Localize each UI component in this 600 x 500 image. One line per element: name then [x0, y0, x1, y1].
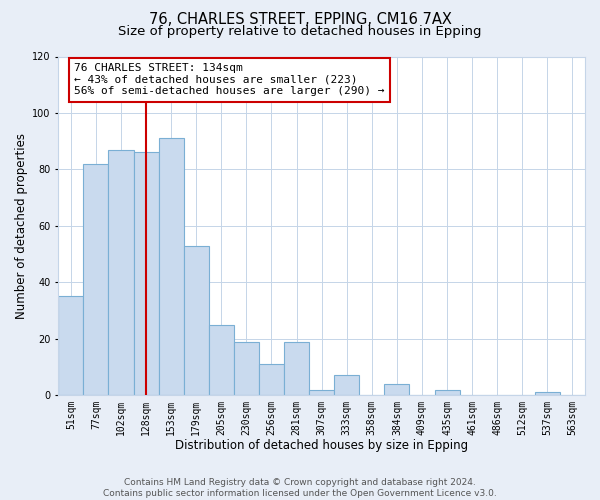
- Bar: [234, 342, 259, 395]
- X-axis label: Distribution of detached houses by size in Epping: Distribution of detached houses by size …: [175, 440, 468, 452]
- Bar: [434, 390, 460, 395]
- Bar: [158, 138, 184, 395]
- Bar: [309, 390, 334, 395]
- Bar: [385, 384, 409, 395]
- Bar: [134, 152, 158, 395]
- Bar: [334, 376, 359, 395]
- Bar: [259, 364, 284, 395]
- Bar: [109, 150, 134, 395]
- Bar: [284, 342, 309, 395]
- Bar: [58, 296, 83, 395]
- Bar: [184, 246, 209, 395]
- Bar: [83, 164, 109, 395]
- Text: 76, CHARLES STREET, EPPING, CM16 7AX: 76, CHARLES STREET, EPPING, CM16 7AX: [149, 12, 451, 28]
- Bar: [535, 392, 560, 395]
- Text: Contains HM Land Registry data © Crown copyright and database right 2024.
Contai: Contains HM Land Registry data © Crown c…: [103, 478, 497, 498]
- Text: Size of property relative to detached houses in Epping: Size of property relative to detached ho…: [118, 25, 482, 38]
- Text: 76 CHARLES STREET: 134sqm
← 43% of detached houses are smaller (223)
56% of semi: 76 CHARLES STREET: 134sqm ← 43% of detac…: [74, 64, 385, 96]
- Y-axis label: Number of detached properties: Number of detached properties: [15, 133, 28, 319]
- Bar: [209, 324, 234, 395]
